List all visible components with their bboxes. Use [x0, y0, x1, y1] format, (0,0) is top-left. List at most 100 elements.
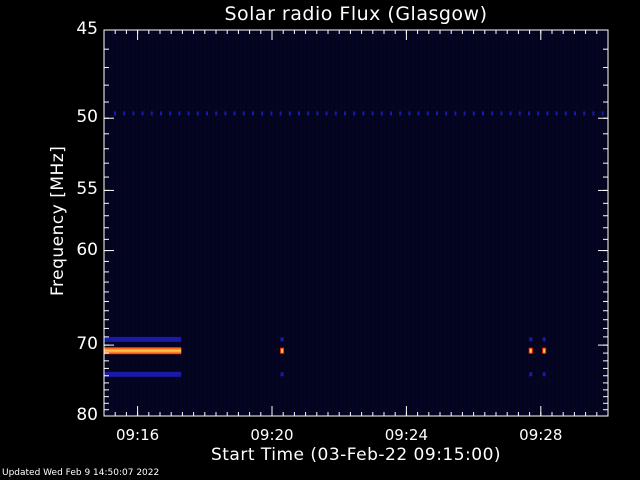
- background-stripe: [200, 30, 201, 416]
- background-stripe: [516, 30, 517, 416]
- dotted-line-dot: [279, 111, 282, 116]
- dotted-line-dot: [509, 111, 512, 116]
- dotted-line-dot: [399, 111, 402, 116]
- background-stripe: [140, 30, 141, 416]
- burst-upper-trace: [542, 337, 546, 342]
- background-stripe: [496, 30, 497, 416]
- background-stripe: [432, 30, 433, 416]
- dotted-line-dot: [123, 111, 126, 116]
- background-stripe: [380, 30, 381, 416]
- background-stripe: [600, 30, 601, 416]
- burst-lower-trace: [542, 372, 546, 377]
- background-stripe: [224, 30, 225, 416]
- background-stripe: [348, 30, 349, 416]
- background-stripe: [552, 30, 553, 416]
- background-stripe: [164, 30, 165, 416]
- y-tick-label: 50: [76, 107, 98, 128]
- frequency-band: [104, 347, 182, 355]
- y-axis-label: Frequency [MHz]: [48, 145, 68, 296]
- background-stripe: [364, 30, 365, 416]
- background-stripe: [284, 30, 285, 416]
- background-stripe: [400, 30, 401, 416]
- background-stripe: [216, 30, 217, 416]
- background-stripe: [592, 30, 593, 416]
- background-stripe: [556, 30, 557, 416]
- dotted-line-dot: [500, 111, 503, 116]
- background-stripe: [548, 30, 549, 416]
- background-stripe: [240, 30, 241, 416]
- background-stripe: [256, 30, 257, 416]
- background-stripe: [604, 30, 605, 416]
- dotted-line-dot: [454, 111, 457, 116]
- dotted-line-dot: [564, 111, 567, 116]
- background-stripe: [536, 30, 537, 416]
- background-stripe: [152, 30, 153, 416]
- dotted-line-dot: [132, 111, 135, 116]
- dotted-line-dot: [196, 111, 199, 116]
- background-stripe: [160, 30, 161, 416]
- background-stripe: [304, 30, 305, 416]
- background-stripe: [388, 30, 389, 416]
- dotted-line-dot: [574, 111, 576, 116]
- dotted-line-dot: [206, 111, 208, 116]
- background-stripe: [352, 30, 353, 416]
- y-tick-label: 55: [76, 179, 98, 200]
- background-stripe: [520, 30, 521, 416]
- background-stripe: [196, 30, 197, 416]
- background-stripe: [468, 30, 469, 416]
- dotted-line-dot: [371, 111, 374, 116]
- background-stripe: [292, 30, 293, 416]
- dotted-line-dot: [555, 111, 558, 116]
- dotted-line-dot: [417, 111, 420, 116]
- background-stripe: [568, 30, 569, 416]
- background-stripe: [264, 30, 265, 416]
- background-stripe: [532, 30, 533, 416]
- background-stripe: [560, 30, 561, 416]
- background-stripe: [360, 30, 361, 416]
- background-stripe: [296, 30, 297, 416]
- background-stripe: [444, 30, 445, 416]
- background-stripe: [528, 30, 529, 416]
- background-stripe: [460, 30, 461, 416]
- background-stripe: [148, 30, 149, 416]
- background-stripe: [576, 30, 577, 416]
- x-tick-label: 09:20: [250, 426, 294, 444]
- background-stripe: [112, 30, 113, 416]
- background-stripe: [408, 30, 409, 416]
- background-stripe: [544, 30, 545, 416]
- burst-lower-trace: [529, 372, 533, 377]
- burst-upper-trace: [280, 337, 284, 342]
- background-stripe: [276, 30, 277, 416]
- background-stripe: [316, 30, 317, 416]
- dotted-line-dot: [141, 111, 144, 116]
- background-stripe: [172, 30, 173, 416]
- y-tick-label: 45: [76, 19, 98, 39]
- background-stripe: [232, 30, 233, 416]
- background-stripe: [280, 30, 281, 416]
- dotted-line-dot: [583, 111, 586, 116]
- chart-title: Solar radio Flux (Glasgow): [224, 3, 488, 25]
- background-stripe: [420, 30, 421, 416]
- background-stripe: [404, 30, 405, 416]
- background-stripe: [260, 30, 261, 416]
- background-stripe: [184, 30, 185, 416]
- background-stripe: [120, 30, 121, 416]
- dotted-line-dot: [215, 111, 218, 116]
- background-stripe: [156, 30, 157, 416]
- background-stripe: [448, 30, 449, 416]
- dotted-line-dot: [169, 111, 172, 116]
- background-stripe: [208, 30, 209, 416]
- y-tick-label: 60: [76, 239, 98, 260]
- background-stripe: [328, 30, 329, 416]
- background-stripe: [376, 30, 377, 416]
- background-stripe: [492, 30, 493, 416]
- background-stripe: [212, 30, 213, 416]
- dotted-line-dot: [325, 111, 328, 116]
- background-stripe: [484, 30, 485, 416]
- burst-core: [543, 348, 546, 353]
- background-stripe: [472, 30, 473, 416]
- dotted-line-dot: [463, 111, 466, 116]
- background-stripe: [452, 30, 453, 416]
- background-stripe: [504, 30, 505, 416]
- background-stripe: [308, 30, 309, 416]
